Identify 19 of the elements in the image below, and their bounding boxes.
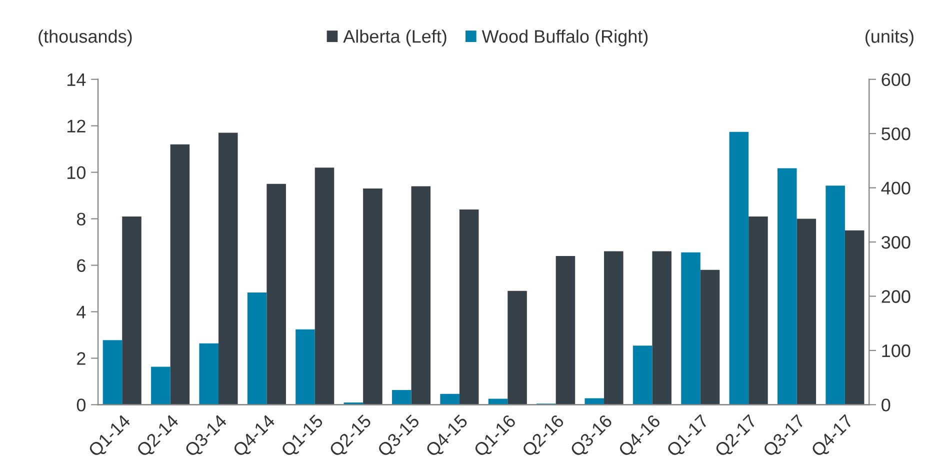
y-tick-label: 10 (68, 166, 86, 180)
y-tick-label: 0 (76, 398, 86, 412)
y2-tick-label: 400 (881, 182, 910, 195)
y2-axis-title: (units) (866, 30, 914, 46)
y-tick-label: 4 (76, 306, 86, 318)
y2-tick-label: 300 (882, 236, 910, 249)
y2-tick-label: 200 (882, 290, 910, 303)
legend-label: Alberta (Left) (343, 30, 446, 46)
y-tick-label: 2 (77, 352, 86, 365)
y-tick-label: 12 (68, 120, 86, 132)
y2-tick-label: 0 (882, 398, 890, 412)
y2-tick-label: 100 (882, 344, 910, 358)
y-tick-label: 14 (68, 73, 86, 86)
y-axis-title: (thousands) (38, 30, 132, 46)
y-tick-label: 6 (77, 259, 86, 272)
legend-label: Wood Buffalo (Right) (482, 30, 648, 46)
y2-tick-label: 600 (882, 73, 910, 86)
y2-tick-label: 500 (882, 127, 910, 140)
y-tick-label: 8 (76, 212, 86, 226)
